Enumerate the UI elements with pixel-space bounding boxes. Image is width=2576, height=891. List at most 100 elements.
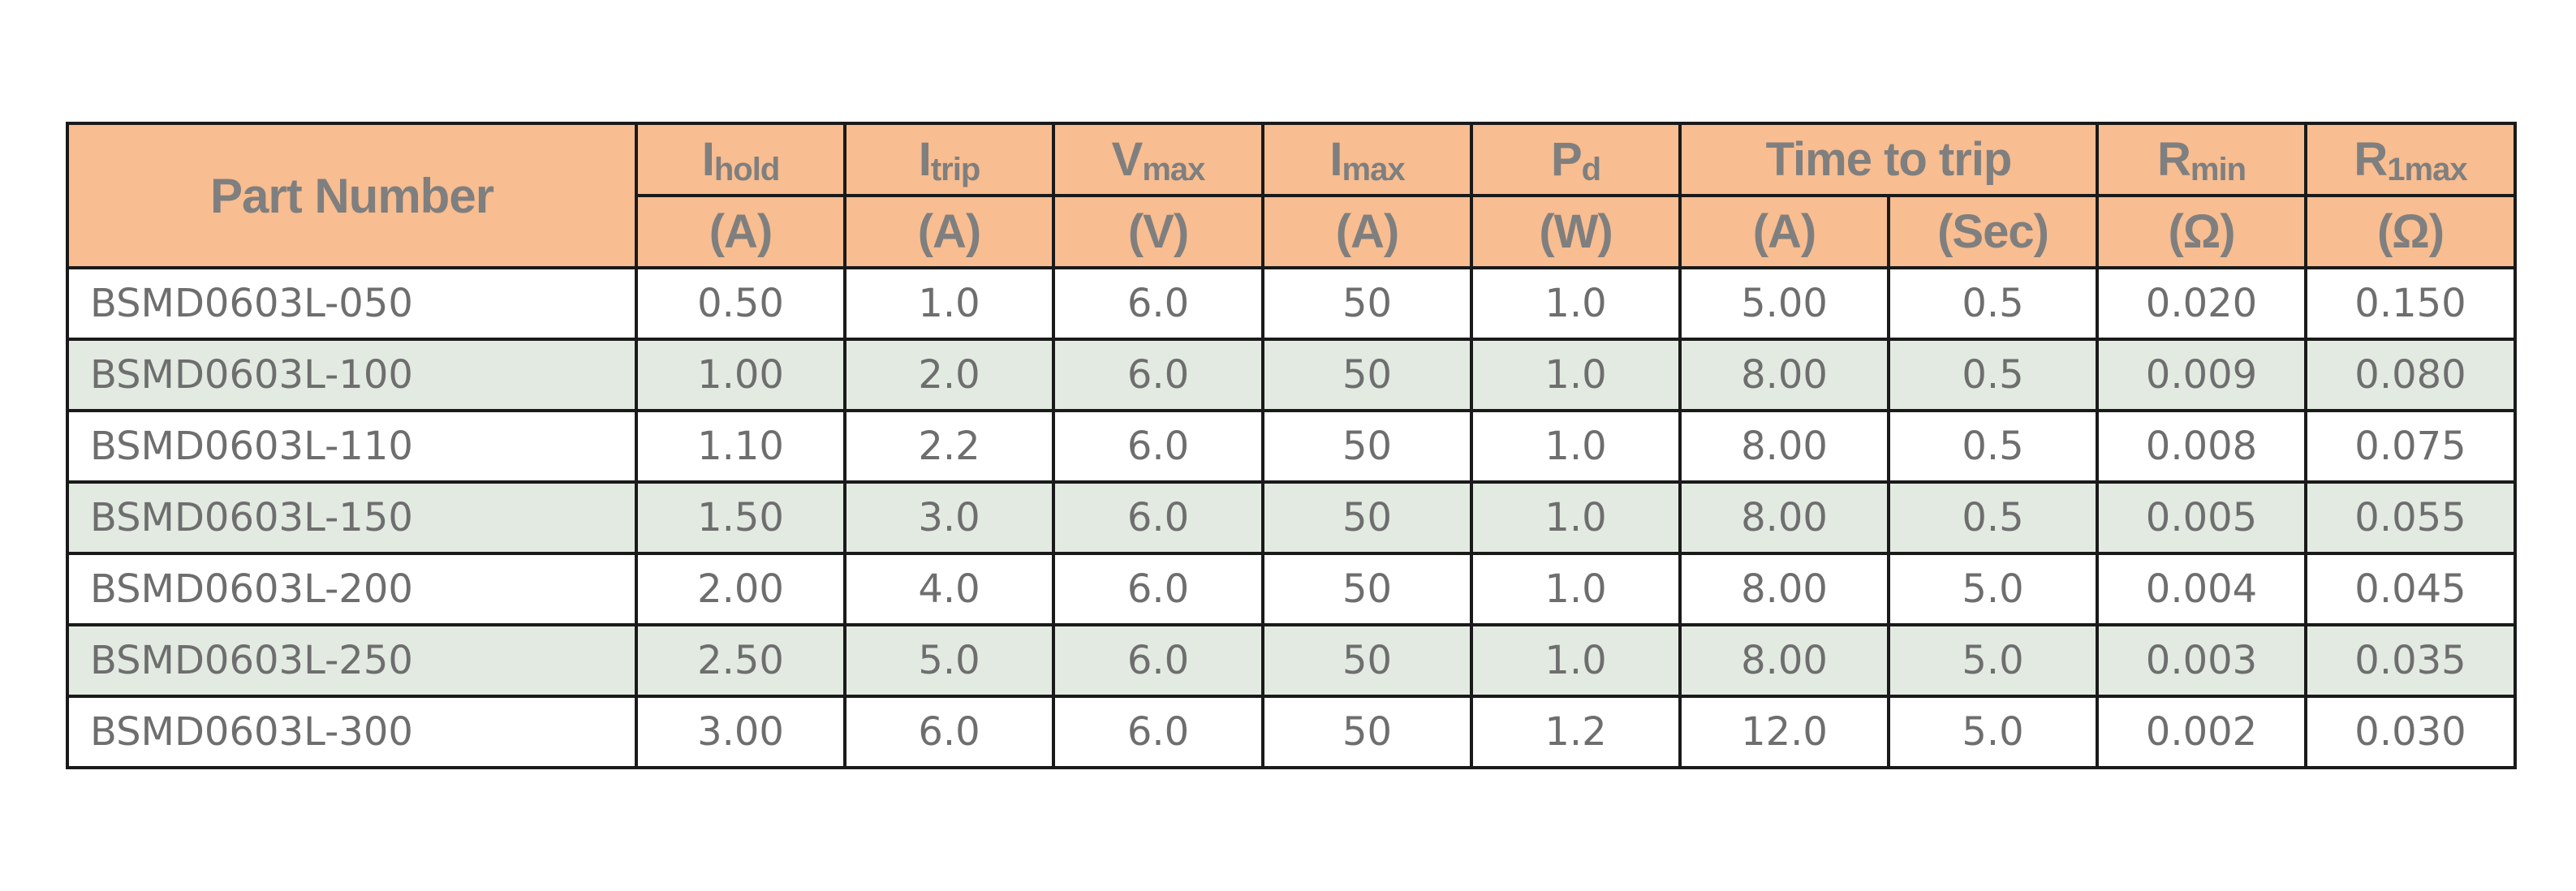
cell-ihold: 2.00 [635,552,846,626]
cell-time-to-trip-sec: 5.0 [1886,695,2100,769]
unit-pd: (W) [1470,194,1682,269]
header-time-to-trip: Time to trip [1678,122,2100,197]
cell-imax: 50 [1261,480,1473,555]
cell-pd: 1.0 [1470,552,1682,626]
cell-ihold: 1.10 [635,409,846,484]
cell-r1max: 0.055 [2304,480,2518,555]
cell-rmin: 0.004 [2096,552,2308,626]
table-row: BSMD0603L-110 1.10 2.2 6.0 50 1.0 8.00 0.5 0.008… [66,409,2518,484]
header-ihold: Ihold [635,122,846,197]
table-row: BSMD0603L-100 1.00 2.0 6.0 50 1.0 8.00 0.5 0.009… [66,338,2518,412]
header-pd-sub: d [1581,152,1601,187]
cell-vmax: 6.0 [1052,480,1264,555]
cell-part-number: BSMD0603L-200 [66,552,638,626]
cell-rmin: 0.009 [2096,338,2308,412]
cell-time-to-trip-a: 12.0 [1678,695,1890,769]
cell-imax: 50 [1261,338,1473,412]
cell-rmin: 0.020 [2096,266,2308,341]
cell-part-number: BSMD0603L-110 [66,409,638,484]
cell-vmax: 6.0 [1052,695,1264,769]
unit-time-to-trip-a: (A) [1678,194,1890,269]
unit-imax: (A) [1261,194,1473,269]
cell-pd: 1.0 [1470,409,1682,484]
header-rmin: Rmin [2096,122,2308,197]
header-imax-main: I [1329,133,1342,186]
cell-imax: 50 [1261,552,1473,626]
cell-r1max: 0.150 [2304,266,2518,341]
cell-vmax: 6.0 [1052,338,1264,412]
cell-r1max: 0.075 [2304,409,2518,484]
cell-time-to-trip-sec: 0.5 [1886,338,2100,412]
header-ihold-main: I [701,133,715,186]
cell-part-number: BSMD0603L-250 [66,623,638,698]
unit-ihold: (A) [635,194,846,269]
cell-imax: 50 [1261,623,1473,698]
cell-itrip: 6.0 [843,695,1055,769]
cell-imax: 50 [1261,266,1473,341]
cell-ihold: 1.00 [635,338,846,412]
header-itrip-sub: trip [930,152,980,187]
cell-itrip: 2.2 [843,409,1055,484]
cell-imax: 50 [1261,695,1473,769]
header-vmax: Vmax [1052,122,1264,197]
cell-time-to-trip-a: 8.00 [1678,409,1890,484]
header-row-symbols: Part Number Ihold Itrip Vmax Imax Pd Tim… [66,122,2518,269]
cell-pd: 1.0 [1470,338,1682,412]
header-imax-sub: max [1342,152,1406,187]
cell-vmax: 6.0 [1052,552,1264,626]
header-itrip-main: I [918,133,932,186]
unit-vmax: (V) [1052,194,1264,269]
header-r1max: R1max [2304,122,2518,197]
cell-time-to-trip-sec: 0.5 [1886,409,2100,484]
table-row: BSMD0603L-250 2.50 5.0 6.0 50 1.0 8.00 5.0 0.003… [66,623,2518,698]
cell-r1max: 0.045 [2304,552,2518,626]
header-ihold-sub: hold [713,152,780,187]
cell-rmin: 0.002 [2096,695,2308,769]
cell-pd: 1.2 [1470,695,1682,769]
header-pd: Pd [1470,122,1682,197]
header-rmin-main: R [2157,133,2191,186]
header-row-units: (A) (A) (V) (A) (W) (A) (Sec) (Ω) (Ω) [67,194,2518,269]
table-row: BSMD0603L-200 2.00 4.0 6.0 50 1.0 8.00 5.0 0.004… [66,552,2518,626]
cell-vmax: 6.0 [1052,409,1264,484]
cell-ihold: 0.50 [635,266,846,341]
cell-time-to-trip-sec: 0.5 [1886,266,2100,341]
cell-itrip: 2.0 [843,338,1055,412]
table-row: BSMD0603L-150 1.50 3.0 6.0 50 1.0 8.00 0.5 0.005… [66,480,2518,555]
cell-rmin: 0.005 [2096,480,2308,555]
cell-vmax: 6.0 [1052,623,1264,698]
cell-r1max: 0.035 [2304,623,2518,698]
cell-time-to-trip-a: 8.00 [1678,552,1890,626]
cell-time-to-trip-sec: 5.0 [1886,623,2100,698]
cell-ihold: 2.50 [635,623,846,698]
cell-r1max: 0.080 [2304,338,2518,412]
cell-itrip: 1.0 [843,266,1055,341]
unit-r1max: (Ω) [2304,194,2518,269]
cell-itrip: 5.0 [843,623,1055,698]
cell-pd: 1.0 [1470,480,1682,555]
header-pd-main: P [1550,133,1583,186]
cell-itrip: 3.0 [843,480,1055,555]
cell-r1max: 0.030 [2304,695,2518,769]
unit-rmin: (Ω) [2096,194,2308,269]
table-row: BSMD0603L-050 0.50 1.0 6.0 50 1.0 5.00 0.5 0.020… [66,266,2518,341]
cell-part-number: BSMD0603L-300 [66,695,638,769]
cell-time-to-trip-a: 5.00 [1678,266,1890,341]
unit-time-to-trip-sec: (Sec) [1886,194,2100,269]
header-vmax-sub: max [1142,152,1205,187]
header-rmin-sub: min [2190,152,2246,187]
spec-table: Part Number Ihold Itrip Vmax Imax Pd Tim… [66,122,2518,769]
header-vmax-main: V [1111,133,1144,186]
cell-time-to-trip-sec: 5.0 [1886,552,2100,626]
cell-part-number: BSMD0603L-050 [66,266,638,341]
cell-imax: 50 [1261,409,1473,484]
unit-itrip: (A) [843,194,1055,269]
table-row: BSMD0603L-300 3.00 6.0 6.0 50 1.2 12.0 5.0 0.002… [66,695,2518,769]
cell-time-to-trip-a: 8.00 [1678,480,1890,555]
cell-ihold: 1.50 [635,480,846,555]
header-imax: Imax [1261,122,1473,197]
cell-part-number: BSMD0603L-150 [66,480,638,555]
header-part-number: Part Number [66,122,638,269]
cell-rmin: 0.008 [2096,409,2308,484]
cell-time-to-trip-sec: 0.5 [1886,480,2100,555]
